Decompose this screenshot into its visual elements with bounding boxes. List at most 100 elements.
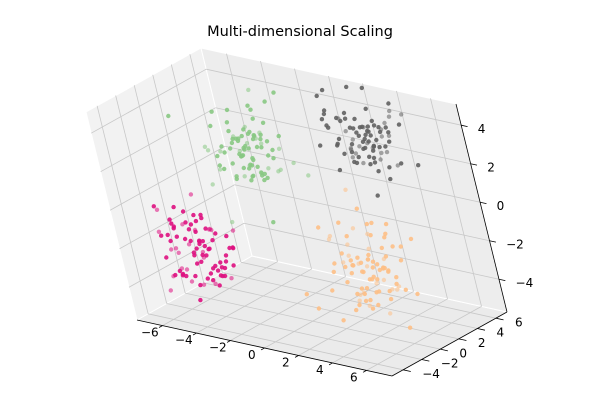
scatter-point-series-0 <box>171 224 176 229</box>
scatter-point-series-1 <box>217 163 222 168</box>
scatter-point-series-0 <box>199 215 204 221</box>
scatter-point-series-2 <box>372 160 378 165</box>
scatter-point-series-0 <box>186 242 192 247</box>
scatter-point-series-1 <box>234 176 239 182</box>
scatter-point-series-2 <box>387 165 392 170</box>
scatter-point-series-3 <box>386 269 391 274</box>
scatter-point-series-3 <box>366 246 371 251</box>
scatter-point-series-1 <box>205 148 211 153</box>
scatter-point-series-0 <box>191 212 196 218</box>
scatter-point-series-0 <box>184 273 189 279</box>
scatter-point-series-0 <box>165 232 170 238</box>
y-tick-mark <box>477 328 486 331</box>
z-tick-label: 4 <box>478 122 486 136</box>
x-tick-label: 2 <box>282 356 290 370</box>
scatter-point-series-3 <box>368 297 373 303</box>
scatter-point-series-3 <box>398 258 404 263</box>
scatter-point-series-1 <box>239 153 245 159</box>
x-tick-mark <box>226 340 231 343</box>
scatter-point-series-2 <box>371 144 377 149</box>
scatter-point-series-1 <box>222 166 227 172</box>
scatter-point-series-2 <box>319 117 325 122</box>
scatter-point-series-2 <box>363 132 368 137</box>
scatter-point-series-1 <box>276 133 281 139</box>
scatter-point-series-0 <box>179 266 185 271</box>
scatter-point-series-2 <box>383 144 388 149</box>
scatter-point-series-0 <box>211 278 216 283</box>
scatter-point-series-0 <box>188 238 193 244</box>
y-grid-floor <box>148 313 404 371</box>
scatter-point-series-3 <box>381 256 387 262</box>
scatter-point-series-0 <box>180 273 186 278</box>
z-tick-mark <box>461 124 468 127</box>
chart-title: Multi-dimensional Scaling <box>207 24 393 40</box>
scatter-point-series-0 <box>230 245 235 250</box>
scatter-point-series-3 <box>363 298 369 304</box>
scatter-point-series-2 <box>343 129 348 134</box>
scatter-point-series-1 <box>259 141 264 146</box>
scatter-point-series-2 <box>342 151 347 156</box>
scatter-point-series-1 <box>306 173 311 178</box>
scatter-point-series-3 <box>407 325 413 330</box>
scatter-point-series-3 <box>304 292 309 297</box>
scatter-point-series-3 <box>375 262 380 267</box>
scatter-point-series-3 <box>344 234 349 239</box>
z-axis-line <box>455 103 508 313</box>
x-grid-floor <box>162 261 278 326</box>
z-tick-label: −2 <box>506 237 524 251</box>
z-tick-mark <box>489 240 496 243</box>
scatter-point-series-1 <box>230 161 235 166</box>
scatter-point-series-1 <box>215 153 220 159</box>
scatter-point-series-1 <box>248 107 253 112</box>
y-grid-floor <box>222 272 478 329</box>
scatter-point-series-1 <box>271 220 276 225</box>
scatter-point-series-0 <box>156 229 162 234</box>
scatter-point-series-0 <box>197 238 202 243</box>
scatter-point-series-2 <box>354 130 359 135</box>
scatter-point-series-1 <box>276 146 282 151</box>
scatter-point-series-1 <box>250 136 256 142</box>
x-grid-back <box>430 98 482 307</box>
scatter-point-series-3 <box>354 307 359 313</box>
scatter-point-series-2 <box>361 160 366 166</box>
scatter-point-series-0 <box>202 243 207 249</box>
scatter-point-series-3 <box>358 292 363 297</box>
scatter-point-series-1 <box>271 156 276 161</box>
scatter-point-series-3 <box>369 277 375 282</box>
scatter-point-series-0 <box>168 288 173 293</box>
scatter-point-series-2 <box>376 169 381 174</box>
scatter-point-series-0 <box>194 246 199 251</box>
scatter-point-series-2 <box>342 116 348 121</box>
scatter-point-series-3 <box>395 287 400 292</box>
scatter-point-series-1 <box>229 140 235 146</box>
scatter-point-series-3 <box>374 281 379 286</box>
scatter-point-series-2 <box>416 163 421 168</box>
y-grid-floor <box>185 292 441 350</box>
scatter-point-series-2 <box>386 114 392 119</box>
scatter-point-series-2 <box>353 151 359 156</box>
scatter-point-series-0 <box>184 267 190 272</box>
x-grid-floor <box>366 306 482 371</box>
scatter-point-series-3 <box>370 306 376 311</box>
scatter-point-series-2 <box>338 118 343 124</box>
scatter-point-series-0 <box>208 271 214 276</box>
scatter-point-series-0 <box>229 276 234 281</box>
scatter-point-series-1 <box>209 109 214 114</box>
scatter-point-series-1 <box>250 156 255 161</box>
scatter-point-series-3 <box>351 263 356 268</box>
x-tick-mark <box>328 362 333 366</box>
scatter-point-series-3 <box>403 287 408 292</box>
scatter-point-series-3 <box>381 277 387 283</box>
scatter-point-series-2 <box>356 154 361 160</box>
scatter-point-series-3 <box>345 242 350 247</box>
scatter-point-series-3 <box>336 220 341 225</box>
scatter-point-series-1 <box>250 116 255 121</box>
scatter-point-series-0 <box>169 221 174 226</box>
scatter-point-series-1 <box>208 123 213 129</box>
scatter-point-series-2 <box>387 108 392 114</box>
x-tick-label: −2 <box>209 341 227 355</box>
scatter-point-series-2 <box>386 101 391 106</box>
scatter-point-series-0 <box>168 238 173 244</box>
scatter-point-series-1 <box>210 182 215 187</box>
